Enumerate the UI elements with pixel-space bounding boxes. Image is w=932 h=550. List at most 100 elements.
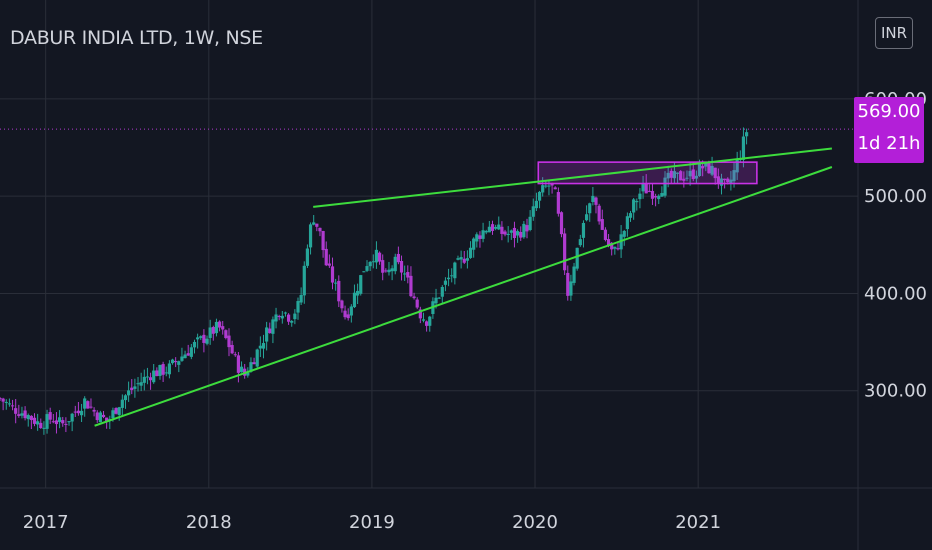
candle-body: [92, 409, 96, 412]
candle-body: [641, 183, 645, 192]
candle-body: [381, 260, 385, 273]
candle-body: [321, 230, 325, 251]
candle-body: [494, 226, 498, 229]
candle-body: [54, 420, 59, 425]
candle-body: [472, 238, 476, 250]
candle-body: [252, 362, 256, 365]
candle-body: [647, 190, 651, 192]
currency-button[interactable]: INR: [875, 17, 913, 49]
candle-body: [64, 423, 68, 425]
candle-body: [443, 280, 448, 285]
price-tick-label: 300.00: [864, 381, 927, 402]
candle-body: [456, 258, 460, 260]
candle-body: [704, 162, 708, 167]
candle-body: [224, 330, 228, 339]
candle-body: [95, 412, 99, 421]
candles-layer: [0, 127, 749, 435]
candle-body: [359, 275, 363, 294]
candle-body: [158, 364, 162, 376]
candle-body: [123, 395, 128, 401]
candle-body: [701, 166, 705, 169]
price-tick-label: 400.00: [864, 283, 927, 304]
candle-body: [101, 414, 106, 418]
candle-body: [70, 413, 74, 422]
candle-body: [76, 410, 81, 414]
support-trendline: [94, 166, 833, 427]
candle-body: [305, 248, 310, 266]
candle-body: [741, 136, 746, 160]
candle-body: [133, 386, 137, 389]
candle-body: [412, 296, 416, 299]
time-tick-label: 2021: [675, 512, 721, 533]
candle-body: [362, 271, 366, 273]
candle-body: [418, 309, 422, 319]
candle-body: [572, 266, 576, 283]
time-axis[interactable]: 2017 2018 2019 2020 2021: [23, 512, 721, 533]
candle-body: [17, 414, 21, 416]
candle-body: [675, 172, 680, 174]
candle-body: [534, 200, 539, 209]
candle-body: [340, 300, 344, 309]
candle-body: [669, 170, 673, 178]
candle-body: [553, 187, 557, 190]
candle-body: [566, 272, 570, 296]
candle-body: [337, 280, 341, 302]
candle-body: [271, 319, 275, 334]
candle-body: [365, 266, 369, 271]
candle-body: [145, 376, 150, 378]
drawings-layer[interactable]: [94, 147, 833, 427]
candle-body: [409, 275, 413, 297]
candle-body: [86, 401, 90, 409]
candle-body: [79, 410, 84, 416]
candle-body: [628, 213, 633, 218]
candle-body: [199, 336, 203, 338]
candle-body: [58, 417, 62, 422]
candle-body: [261, 343, 266, 349]
symbol-title: DABUR INDIA LTD, 1W, NSE: [10, 27, 263, 49]
candle-body: [688, 170, 692, 177]
candle-body: [23, 410, 27, 419]
candle-body: [205, 338, 209, 344]
candle-body: [249, 362, 253, 372]
candle-body: [114, 408, 118, 414]
candle-body: [221, 326, 225, 330]
time-tick-label: 2019: [349, 512, 395, 533]
candle-body: [726, 178, 730, 183]
candle-body: [484, 230, 488, 233]
candle-body: [575, 247, 579, 269]
candle-body: [61, 420, 65, 424]
candle-body: [258, 345, 262, 349]
candle-body: [161, 364, 165, 375]
candle-body: [186, 353, 190, 356]
time-tick-label: 2018: [186, 512, 232, 533]
candle-body: [318, 227, 322, 232]
candle-body: [346, 314, 350, 319]
candle-body: [214, 321, 219, 334]
candle-body: [356, 290, 360, 296]
candle-body: [396, 253, 400, 263]
candle-body: [581, 222, 586, 238]
candle-body: [625, 216, 629, 230]
candle-body: [120, 399, 124, 408]
candle-body: [556, 192, 560, 214]
candle-body: [139, 382, 143, 386]
candle-body: [45, 414, 49, 429]
candle-body: [613, 246, 617, 249]
candle-body: [246, 372, 250, 376]
candle-body: [694, 175, 698, 179]
candle-body: [299, 294, 303, 303]
candle-body: [600, 219, 604, 230]
candle-body: [130, 387, 134, 391]
candle-body: [73, 411, 77, 413]
candle-body: [682, 178, 686, 181]
price-tick-label: 500.00: [864, 186, 927, 207]
candle-body: [515, 231, 520, 236]
candle-body: [525, 225, 529, 232]
candle-body: [710, 165, 714, 175]
candle-body: [563, 233, 567, 271]
candle-body: [384, 270, 388, 272]
candle-body: [167, 363, 171, 375]
candle-body: [330, 266, 335, 283]
candle-body: [202, 334, 206, 343]
